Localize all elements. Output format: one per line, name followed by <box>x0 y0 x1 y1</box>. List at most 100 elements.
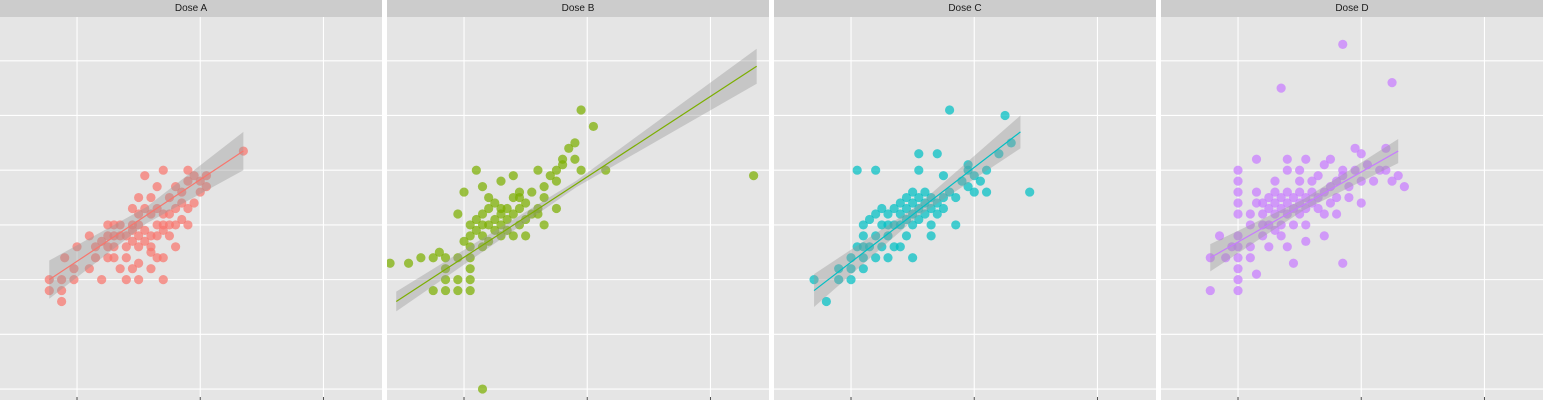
data-point <box>1295 209 1305 219</box>
panel-background <box>387 17 769 400</box>
data-point <box>908 253 918 263</box>
data-point <box>1350 165 1360 175</box>
data-point <box>484 192 494 203</box>
data-point <box>496 231 506 241</box>
data-point <box>490 214 500 225</box>
data-point <box>465 285 475 296</box>
facet-strip-label: Dose B <box>387 0 769 17</box>
data-point <box>975 176 986 186</box>
data-point <box>533 209 543 219</box>
data-point <box>1301 203 1311 214</box>
data-point <box>1270 187 1280 197</box>
data-point <box>858 231 868 241</box>
data-point <box>1258 198 1268 208</box>
data-point <box>1288 203 1299 214</box>
data-point <box>539 182 549 192</box>
data-point <box>514 203 525 214</box>
data-point <box>152 231 162 241</box>
data-point <box>1233 209 1243 219</box>
data-point <box>1381 165 1391 175</box>
data-point <box>1288 258 1299 268</box>
facet-panel-dose-c: Dose C <box>774 0 1156 400</box>
data-point <box>1301 236 1311 246</box>
data-point <box>146 242 156 252</box>
data-point <box>183 165 193 175</box>
data-point <box>471 165 481 175</box>
data-point <box>465 220 475 230</box>
data-point <box>440 285 451 296</box>
data-point <box>1387 176 1397 186</box>
data-point <box>1307 176 1317 186</box>
data-point <box>490 225 500 235</box>
data-point <box>926 192 936 203</box>
confidence-band <box>1210 139 1399 272</box>
data-point <box>981 187 992 197</box>
data-point <box>453 275 463 285</box>
data-point <box>846 264 856 274</box>
data-point <box>158 165 168 175</box>
data-point <box>557 160 568 170</box>
data-point <box>914 165 924 175</box>
data-point <box>1251 269 1262 279</box>
data-point <box>103 242 113 252</box>
data-point <box>490 198 500 208</box>
data-point <box>920 209 930 219</box>
data-point <box>134 209 144 219</box>
data-point <box>932 209 942 219</box>
data-point <box>170 203 181 214</box>
data-point <box>914 149 924 159</box>
data-point <box>1325 154 1336 164</box>
data-point <box>1233 165 1243 175</box>
data-point <box>1344 192 1354 203</box>
data-point <box>459 236 469 246</box>
regression-line <box>395 65 758 303</box>
data-point <box>72 242 82 252</box>
data-point <box>1270 176 1280 186</box>
regression-line <box>813 131 1021 292</box>
data-point <box>477 242 488 252</box>
data-point <box>1331 176 1342 186</box>
data-point <box>152 182 162 192</box>
data-point <box>1356 176 1366 186</box>
data-point <box>1356 198 1366 208</box>
data-point <box>1264 203 1274 214</box>
data-point <box>1368 176 1379 186</box>
data-point <box>69 264 79 274</box>
data-point <box>821 296 831 307</box>
data-point <box>90 253 101 263</box>
data-point <box>938 171 949 181</box>
data-point <box>1245 242 1255 252</box>
facet-strip-label: Dose C <box>774 0 1156 17</box>
data-point <box>1307 187 1317 197</box>
data-point <box>981 165 992 175</box>
data-point <box>564 143 574 153</box>
regression-line <box>1209 150 1399 259</box>
data-point <box>1233 187 1243 197</box>
data-point <box>539 192 549 203</box>
scatter-plot-panel <box>0 17 382 400</box>
data-point <box>127 264 138 274</box>
data-point <box>1205 253 1215 263</box>
data-point <box>914 203 924 214</box>
data-point <box>134 258 144 268</box>
data-point <box>140 225 150 235</box>
data-point <box>440 275 451 285</box>
data-point <box>164 192 175 203</box>
data-point <box>1301 192 1311 203</box>
scatter-plot-panel <box>1161 17 1543 400</box>
data-point <box>1282 242 1292 252</box>
data-point <box>926 203 936 214</box>
data-point <box>944 187 955 197</box>
confidence-band <box>396 48 757 312</box>
data-point <box>1276 220 1286 230</box>
data-point <box>877 203 887 214</box>
data-point <box>471 225 481 235</box>
data-point <box>1331 192 1342 203</box>
data-point <box>152 253 162 263</box>
data-point <box>465 242 475 252</box>
data-point <box>914 192 924 203</box>
data-point <box>484 220 494 230</box>
data-point <box>576 105 586 115</box>
data-point <box>1282 154 1292 164</box>
data-point <box>140 236 150 246</box>
